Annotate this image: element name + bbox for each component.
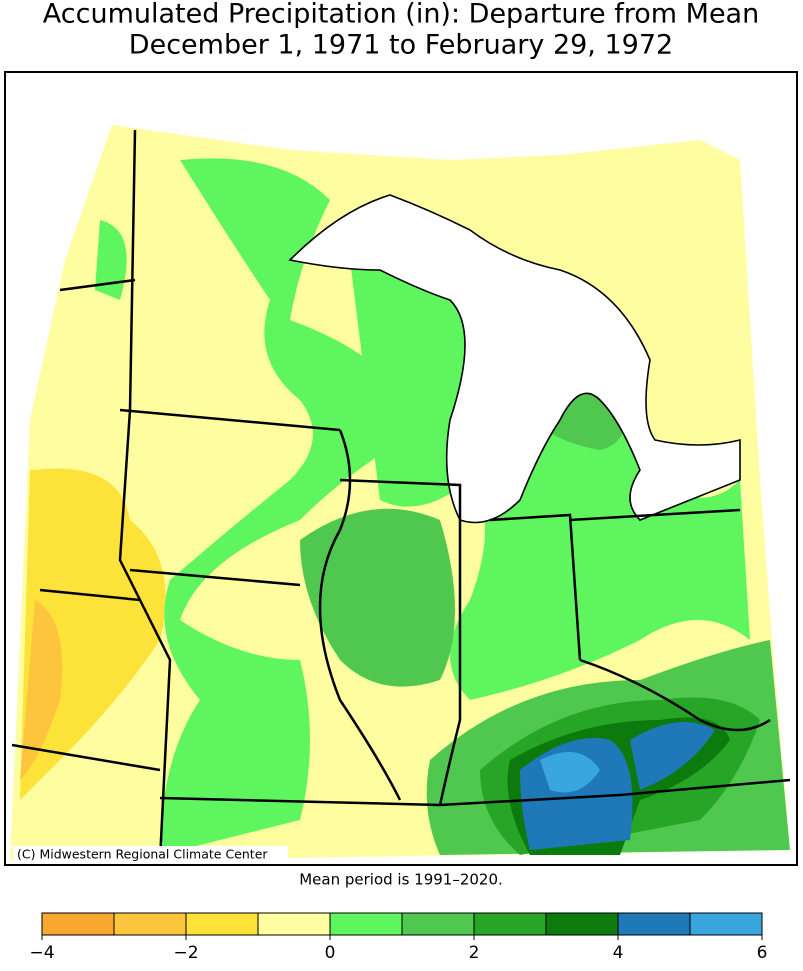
region	[95, 220, 127, 300]
colorbar-label: −4	[29, 943, 54, 963]
colorbar-label: 4	[613, 943, 624, 963]
credit-box	[13, 846, 288, 864]
colorbar-label: −2	[173, 943, 198, 963]
credit: (C) Midwestern Regional Climate Center	[17, 847, 268, 862]
state-borders	[11, 129, 791, 861]
colorbar-bin	[185, 912, 259, 936]
lakes	[288, 194, 741, 524]
colorbar-bin	[689, 912, 763, 936]
colorbar: −4 −2 0 2 4 6	[29, 912, 768, 963]
region	[160, 158, 420, 856]
subtitle: December 1, 1971 to February 29, 1972	[129, 30, 673, 61]
colorbar-bin	[617, 912, 691, 936]
region	[350, 258, 750, 700]
colorbar-bin	[401, 912, 475, 936]
colorbar-label: 0	[325, 943, 336, 963]
colorbar-bin	[41, 912, 115, 936]
colorbar-bin	[545, 912, 619, 936]
colorbar-bin	[329, 912, 403, 936]
colorbar-bin	[473, 912, 547, 936]
map: (C) Midwestern Regional Climate Center	[4, 71, 798, 866]
region	[540, 752, 600, 793]
colorbar-label: 6	[757, 943, 768, 963]
note: Mean period is 1991–2020.	[299, 871, 503, 889]
colorbar-bin	[113, 912, 187, 936]
region	[20, 600, 63, 780]
region	[630, 722, 715, 790]
region	[20, 468, 166, 800]
colorbar-bin	[257, 912, 331, 936]
title: Accumulated Precipitation (in): Departur…	[43, 0, 759, 30]
region	[300, 508, 455, 687]
colorbar-label: 2	[469, 943, 480, 963]
